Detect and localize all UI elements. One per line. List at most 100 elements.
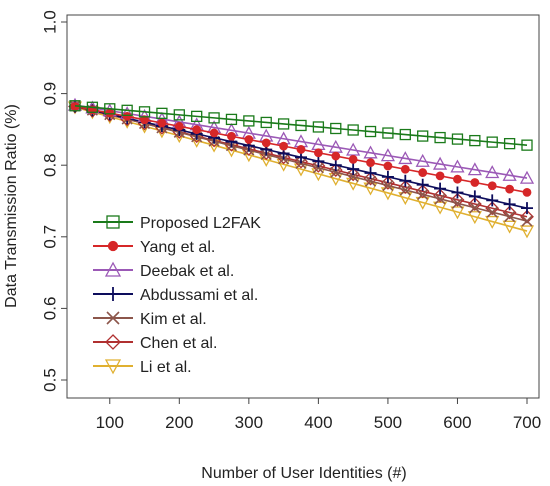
data-point (121, 104, 133, 116)
data-point (313, 148, 323, 158)
legend-item: Yang et al. (93, 239, 215, 256)
data-point (453, 174, 462, 184)
data-point (486, 206, 498, 218)
data-point (467, 197, 482, 211)
data-point (519, 170, 535, 184)
data-point (415, 153, 430, 167)
x-axis: 100 200 300 400 500 600 700 (96, 398, 541, 432)
data-point (382, 127, 394, 139)
data-point (485, 201, 500, 216)
data-point (485, 215, 500, 229)
data-point (348, 154, 358, 164)
y-tick-label: 1.0 (40, 10, 59, 34)
data-point (346, 177, 361, 191)
y-tick-label: 0.6 (40, 297, 59, 321)
x-tick-label: 500 (374, 413, 402, 432)
data-point (86, 101, 99, 113)
data-point (503, 198, 516, 211)
y-axis-title: Data Transmission Ratio (%) (3, 104, 20, 308)
data-point (467, 211, 482, 225)
data-point (328, 173, 343, 187)
data-point (505, 184, 515, 194)
data-point (451, 197, 464, 209)
data-point (105, 108, 115, 118)
data-point (312, 162, 324, 174)
legend-item: Abdussami et al. (93, 287, 258, 304)
data-point (451, 186, 464, 199)
data-point (364, 175, 377, 187)
legend-item: Kim et al. (93, 311, 207, 328)
plot-frame (66, 14, 540, 399)
data-point (366, 158, 375, 168)
data-point (485, 165, 500, 179)
series-line (74, 104, 528, 146)
data-point (107, 240, 119, 252)
data-point (296, 145, 306, 154)
data-point (434, 193, 446, 205)
data-point (450, 206, 465, 220)
data-point (433, 188, 447, 203)
data-point (227, 131, 236, 141)
data-point (138, 106, 151, 118)
data-point (522, 188, 532, 197)
x-tick-label: 600 (443, 413, 471, 432)
data-point (467, 162, 482, 176)
series-proposed-l2fak (69, 100, 533, 151)
data-point (416, 178, 429, 191)
data-point (140, 115, 149, 125)
legend-label: Chen et al. (140, 335, 217, 352)
data-point (105, 334, 121, 350)
data-point (450, 159, 465, 173)
y-tick-label: 0.8 (40, 153, 59, 177)
data-point (312, 155, 325, 168)
data-point (382, 180, 394, 192)
y-tick-label: 0.5 (40, 368, 59, 392)
data-point (174, 121, 184, 131)
data-point (469, 202, 481, 214)
data-point (106, 287, 120, 301)
data-point (156, 107, 168, 119)
data-point (399, 184, 411, 196)
data-point (312, 121, 325, 133)
data-point (364, 166, 377, 179)
legend-item: Li et al. (93, 359, 192, 376)
data-point (504, 211, 516, 223)
data-point (277, 118, 290, 130)
data-point (434, 131, 446, 144)
data-point (502, 220, 517, 234)
data-point (192, 125, 202, 135)
data-point (451, 133, 464, 145)
data-point (260, 116, 272, 129)
data-point (243, 115, 255, 127)
data-point (450, 192, 465, 207)
data-point (347, 171, 359, 183)
data-point (434, 182, 447, 195)
data-point (502, 205, 517, 220)
legend-item: Proposed L2FAK (93, 215, 261, 232)
data-point (435, 171, 445, 181)
y-tick-label: 0.9 (40, 82, 59, 106)
legend-label: Abdussami et al. (140, 287, 258, 304)
data-point (380, 148, 396, 162)
x-tick-label: 700 (513, 413, 541, 432)
data-point (381, 170, 394, 183)
legend-label: Li et al. (140, 359, 192, 376)
legend-label: Proposed L2FAK (140, 215, 261, 232)
legend-item: Chen et al. (93, 334, 217, 352)
data-point (502, 167, 517, 181)
series-line (74, 104, 528, 179)
data-point (295, 157, 307, 169)
data-point (330, 122, 342, 135)
data-point (468, 190, 481, 203)
data-point (173, 109, 185, 121)
data-point (383, 161, 393, 171)
data-point (486, 136, 498, 148)
data-point (347, 124, 359, 136)
data-point (225, 113, 238, 126)
data-point (503, 137, 516, 150)
series-abdussami-et-al (69, 100, 533, 215)
y-axis: 0.5 0.6 0.7 0.8 0.9 1.0 (40, 10, 67, 392)
data-point (415, 184, 430, 199)
legend: Proposed L2FAK Yang et al. Deebak et al. Ab… (93, 215, 261, 376)
data-point (399, 174, 412, 187)
